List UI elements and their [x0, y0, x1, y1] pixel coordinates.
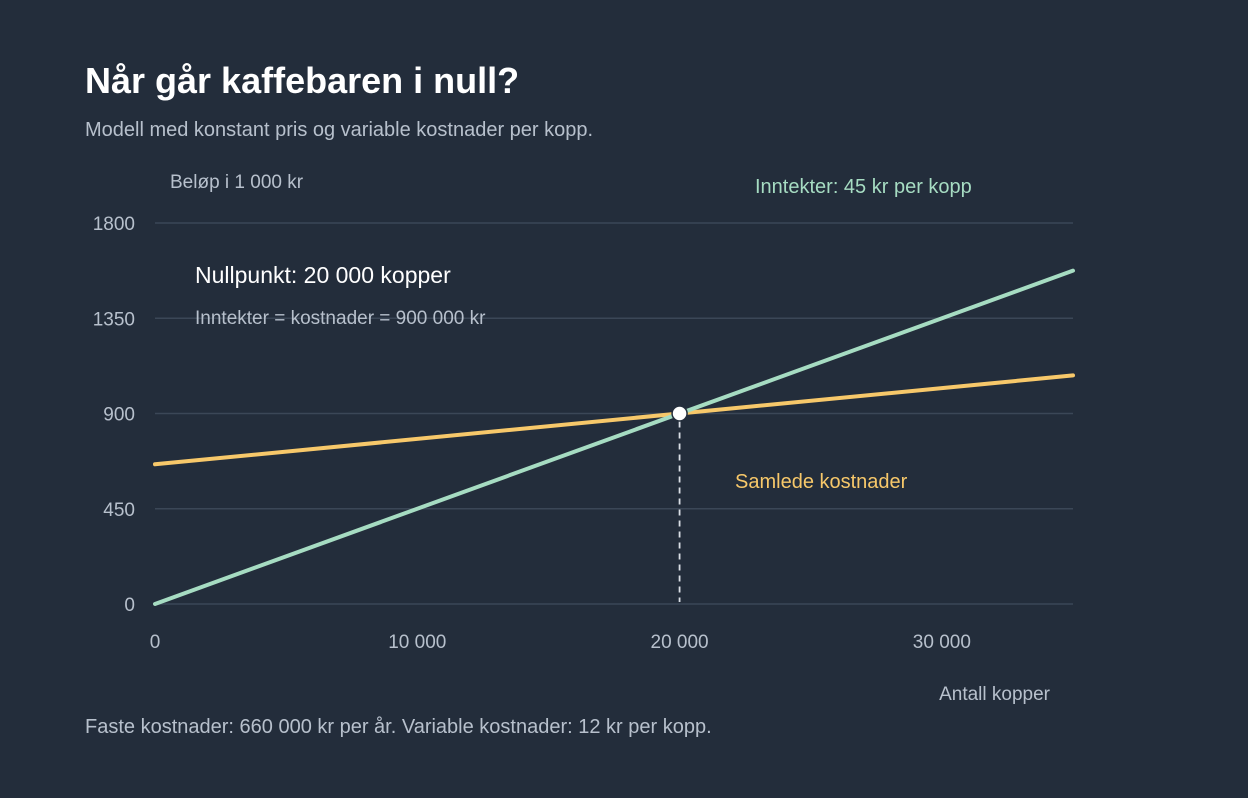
revenue-series-label: Inntekter: 45 kr per kopp: [755, 176, 972, 198]
y-tick-label: 1350: [93, 309, 135, 330]
x-tick-label: 20 000: [651, 632, 709, 653]
chart-title: Når går kaffebaren i null?: [85, 60, 520, 101]
break-even-point: [671, 405, 688, 422]
cost-series-label: Samlede kostnader: [735, 471, 908, 493]
revenue-line: [153, 268, 1075, 606]
y-axis-ticks: 0 450 900 1350 1800: [93, 214, 135, 616]
annotations: Beløp i 1 000 kr Antall kopper Inntekter: …: [170, 172, 1051, 705]
grid-lines: [155, 222, 1073, 605]
x-axis-ticks: 0 10 000 20 000 30 000: [150, 632, 971, 653]
x-tick-label: 0: [150, 632, 161, 653]
chart-subtitle: Modell med konstant pris og variable kos…: [85, 119, 594, 141]
cost-line: [153, 373, 1075, 467]
chart-footnote: Faste kostnader: 660 000 kr per år. Vari…: [85, 716, 712, 738]
series-lines: [153, 268, 1075, 606]
y-tick-label: 0: [124, 595, 135, 616]
x-tick-label: 10 000: [388, 632, 446, 653]
y-tick-label: 900: [103, 405, 135, 426]
y-axis-title: Beløp i 1 000 kr: [170, 172, 304, 193]
break-even-label: Nullpunkt: 20 000 kopper: [195, 262, 451, 288]
x-tick-label: 30 000: [913, 632, 971, 653]
x-axis-title: Antall kopper: [939, 684, 1051, 705]
y-tick-label: 450: [103, 500, 135, 521]
break-even-sublabel: Inntekter = kostnader = 900 000 kr: [195, 308, 486, 329]
y-tick-label: 1800: [93, 214, 135, 235]
